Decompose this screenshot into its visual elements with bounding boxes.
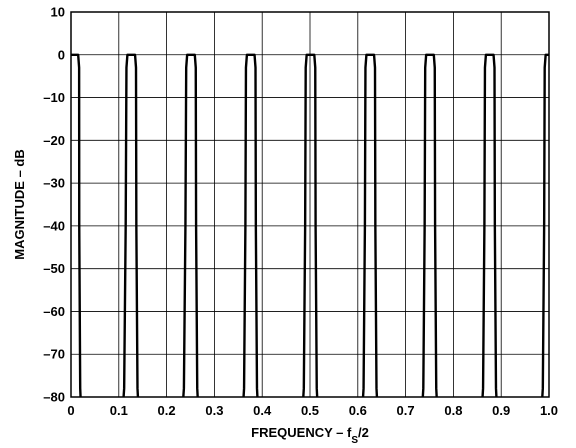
passband-lobe	[182, 53, 199, 398]
y-tick-label: –50	[43, 261, 65, 276]
passband-lobe	[302, 53, 319, 398]
y-tick-labels: 10 0 –10 –20 –30 –40 –50 –60 –70 –80	[43, 5, 65, 405]
x-axis-title: FREQUENCY – fS/2	[251, 425, 369, 446]
x-tick-label: 0.1	[110, 403, 128, 418]
y-tick-label: –20	[43, 133, 65, 148]
x-tick-label: 1.0	[540, 403, 558, 418]
y-axis-title: MAGNITUDE – dB	[12, 149, 27, 260]
x-tick-labels: 0 0.1 0.2 0.3 0.4 0.5 0.6 0.7 0.8 0.9 1.0	[67, 403, 558, 418]
y-tick-label: –30	[43, 176, 65, 191]
frequency-response-series	[71, 53, 549, 398]
passband-lobe	[71, 53, 82, 398]
x-axis-title-tail: /2	[358, 425, 369, 440]
x-tick-label: 0.5	[301, 403, 319, 418]
grid-lines	[71, 12, 549, 397]
passband-lobe	[122, 53, 140, 398]
y-tick-label: –70	[43, 347, 65, 362]
y-tick-label: 0	[58, 47, 65, 62]
y-tick-label: –40	[43, 218, 65, 233]
plot-frame	[70, 11, 550, 398]
y-tick-label: 10	[51, 5, 65, 20]
x-tick-label: 0.3	[205, 403, 223, 418]
passband-lobe	[361, 53, 379, 398]
x-tick-label: 0.4	[253, 403, 272, 418]
y-tick-label: –80	[43, 390, 65, 405]
y-tick-label: –10	[43, 90, 65, 105]
passband-lobe	[242, 53, 259, 398]
x-axis-title-subscript: S	[351, 435, 358, 446]
x-tick-label: 0.9	[492, 403, 510, 418]
x-tick-label: 0.7	[397, 403, 415, 418]
y-tick-label: –60	[43, 304, 65, 319]
x-axis-title-main: FREQUENCY – f	[251, 425, 352, 440]
passband-lobe	[481, 53, 498, 398]
x-tick-label: 0.8	[444, 403, 462, 418]
x-tick-label: 0.6	[349, 403, 367, 418]
x-tick-label: 0	[67, 403, 74, 418]
passband-lobe	[421, 53, 438, 398]
passband-lobe	[541, 53, 549, 398]
x-tick-label: 0.2	[158, 403, 176, 418]
